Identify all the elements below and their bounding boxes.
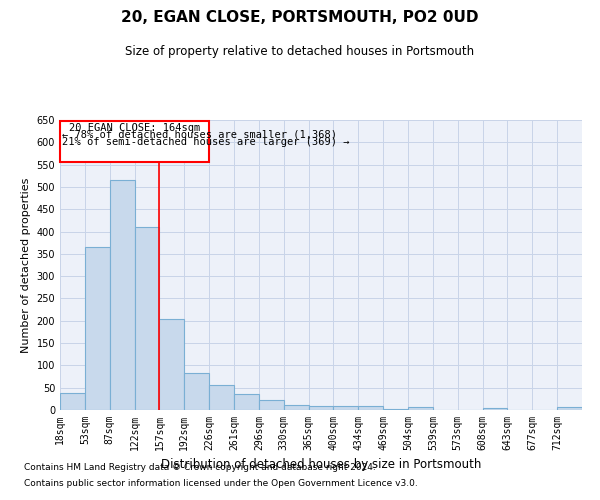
Y-axis label: Number of detached properties: Number of detached properties — [21, 178, 31, 352]
Bar — [334, 406, 358, 410]
Text: 20, EGAN CLOSE, PORTSMOUTH, PO2 0UD: 20, EGAN CLOSE, PORTSMOUTH, PO2 0UD — [121, 10, 479, 25]
Bar — [134, 227, 160, 410]
Bar — [308, 406, 334, 410]
Bar — [60, 393, 85, 410]
Bar — [557, 408, 582, 410]
Bar — [482, 408, 508, 410]
Bar — [184, 372, 209, 410]
Text: Size of property relative to detached houses in Portsmouth: Size of property relative to detached ho… — [125, 45, 475, 58]
X-axis label: Distribution of detached houses by size in Portsmouth: Distribution of detached houses by size … — [161, 458, 481, 471]
Bar — [60, 121, 209, 162]
Bar — [408, 408, 433, 410]
Bar — [358, 406, 383, 410]
Bar — [209, 386, 234, 410]
Text: Contains HM Land Registry data © Crown copyright and database right 2024.: Contains HM Land Registry data © Crown c… — [24, 464, 376, 472]
Bar — [259, 400, 284, 410]
Bar — [160, 318, 184, 410]
Text: Contains public sector information licensed under the Open Government Licence v3: Contains public sector information licen… — [24, 478, 418, 488]
Bar — [234, 394, 259, 410]
Text: 20 EGAN CLOSE: 164sqm: 20 EGAN CLOSE: 164sqm — [69, 122, 200, 132]
Bar — [383, 408, 408, 410]
Text: ← 78% of detached houses are smaller (1,368): ← 78% of detached houses are smaller (1,… — [62, 130, 337, 140]
Bar — [110, 180, 134, 410]
Bar — [85, 247, 110, 410]
Bar — [284, 405, 308, 410]
Text: 21% of semi-detached houses are larger (369) →: 21% of semi-detached houses are larger (… — [62, 137, 350, 147]
